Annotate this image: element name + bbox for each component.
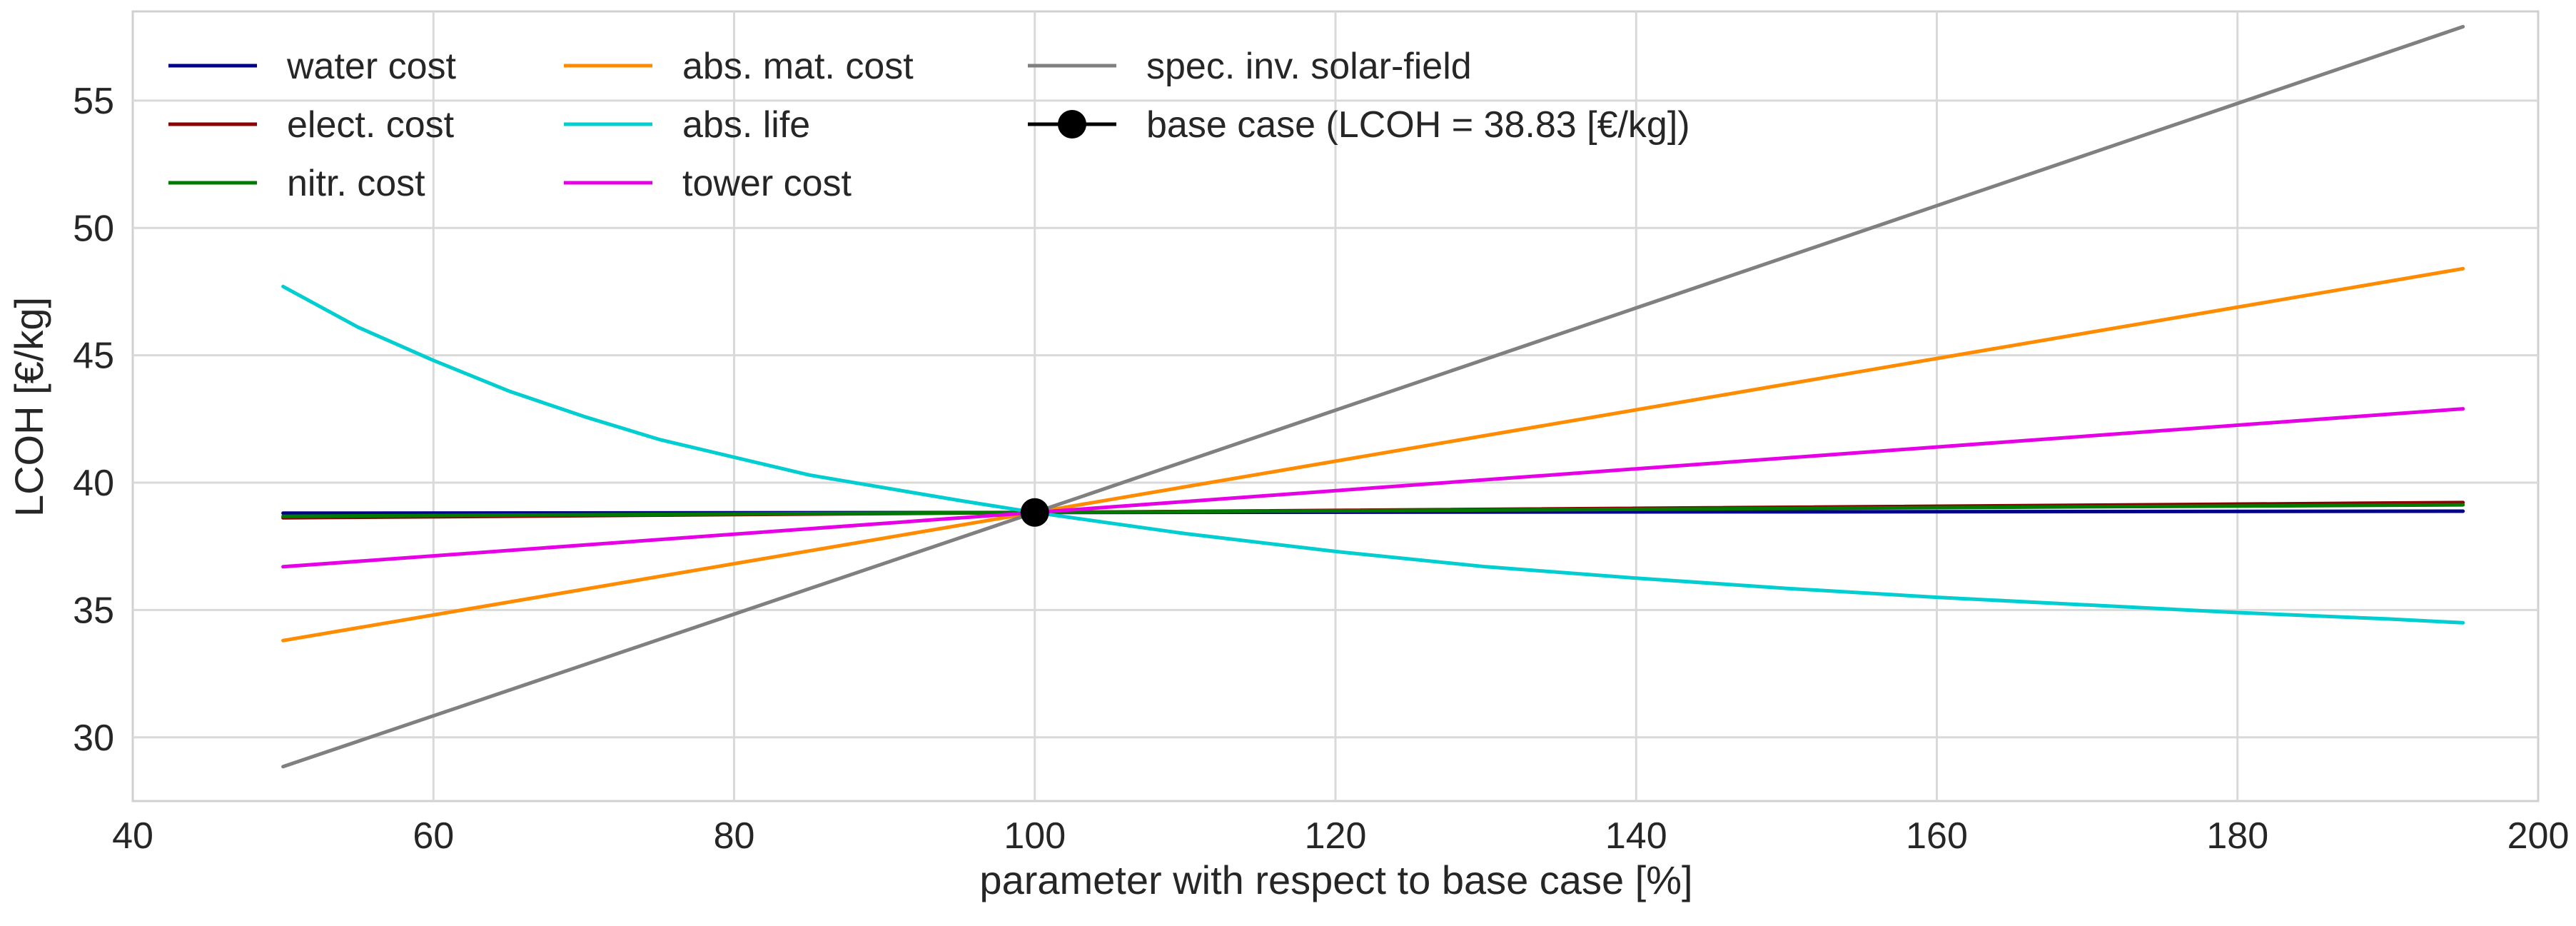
x-tick-label: 100	[1004, 815, 1066, 857]
x-tick-label: 60	[413, 815, 454, 857]
y-tick-label: 45	[73, 336, 114, 377]
y-tick-label: 40	[73, 463, 114, 504]
legend-label-nitr-cost: nitr. cost	[287, 163, 425, 204]
legend-label-tower-cost: tower cost	[682, 163, 852, 204]
grid	[133, 11, 2538, 801]
legend: water cost elect. cost nitr. cost abs. mat.…	[168, 46, 1690, 204]
x-axis-ticks: 40 60 80 100 120 140 160 180 200	[112, 815, 2569, 857]
x-tick-label: 120	[1305, 815, 1367, 857]
x-tick-label: 200	[2507, 815, 2570, 857]
base-case-marker	[1020, 498, 1049, 527]
x-tick-label: 140	[1605, 815, 1667, 857]
marker-layer	[1020, 498, 1049, 527]
legend-label-abs-life: abs. life	[682, 104, 810, 146]
y-tick-label: 55	[73, 81, 114, 122]
y-axis-label: LCOH [€/kg]	[6, 297, 51, 517]
x-tick-label: 160	[1906, 815, 1968, 857]
x-tick-label: 80	[714, 815, 755, 857]
x-tick-label: 40	[112, 815, 153, 857]
legend-label-elect-cost: elect. cost	[287, 104, 455, 146]
legend-label-spec-inv-solar-field: spec. inv. solar-field	[1146, 46, 1472, 87]
legend-marker-base-case	[1058, 110, 1086, 139]
legend-label-abs-mat-cost: abs. mat. cost	[682, 46, 914, 87]
legend-label-water-cost: water cost	[286, 46, 457, 87]
y-tick-label: 30	[73, 718, 114, 759]
x-axis-label: parameter with respect to base case [%]	[979, 857, 1692, 902]
legend-label-base-case: base case (LCOH = 38.83 [€/kg])	[1146, 104, 1690, 146]
y-tick-label: 35	[73, 590, 114, 631]
x-tick-label: 180	[2206, 815, 2268, 857]
y-axis-ticks: 30 35 40 45 50 55	[73, 81, 114, 759]
y-tick-label: 50	[73, 208, 114, 249]
